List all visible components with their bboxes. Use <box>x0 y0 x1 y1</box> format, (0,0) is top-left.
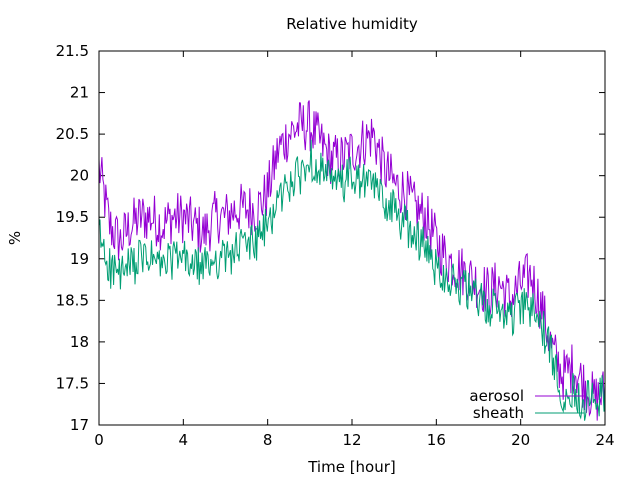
y-tick-label: 18.5 <box>56 291 89 309</box>
x-tick-label: 0 <box>94 431 104 449</box>
y-tick-label: 18 <box>70 333 89 351</box>
y-tick-label: 21.5 <box>56 42 89 60</box>
y-tick-label: 20.5 <box>56 125 89 143</box>
x-tick-label: 8 <box>263 431 273 449</box>
x-axis-label: Time [hour] <box>307 458 396 476</box>
x-tick-label: 16 <box>427 431 446 449</box>
y-tick-label: 19 <box>70 250 89 268</box>
x-tick-label: 12 <box>342 431 361 449</box>
x-tick-label: 20 <box>511 431 530 449</box>
axis-ticks: 0 4 8 12 16 20 24 17 17.5 18 18.5 19 19.5 20 20.5 21 21.… <box>56 42 615 449</box>
y-tick-label: 17.5 <box>56 374 89 392</box>
legend-label-sheath: sheath <box>473 404 524 422</box>
y-axis-label: % <box>6 231 24 245</box>
y-tick-label: 19.5 <box>56 208 89 226</box>
plot-frame <box>98 50 606 426</box>
y-tick-label: 17 <box>70 416 89 434</box>
legend-label-aerosol: aerosol <box>469 387 524 405</box>
x-tick-label: 4 <box>179 431 189 449</box>
series-layer <box>98 100 606 421</box>
y-tick-label: 21 <box>70 84 89 102</box>
series-line-aerosol <box>98 100 606 421</box>
y-tick-label: 20 <box>70 167 89 185</box>
x-tick-label: 24 <box>595 431 614 449</box>
chart-title: Relative humidity <box>286 15 418 33</box>
series-line-sheath <box>98 139 606 421</box>
